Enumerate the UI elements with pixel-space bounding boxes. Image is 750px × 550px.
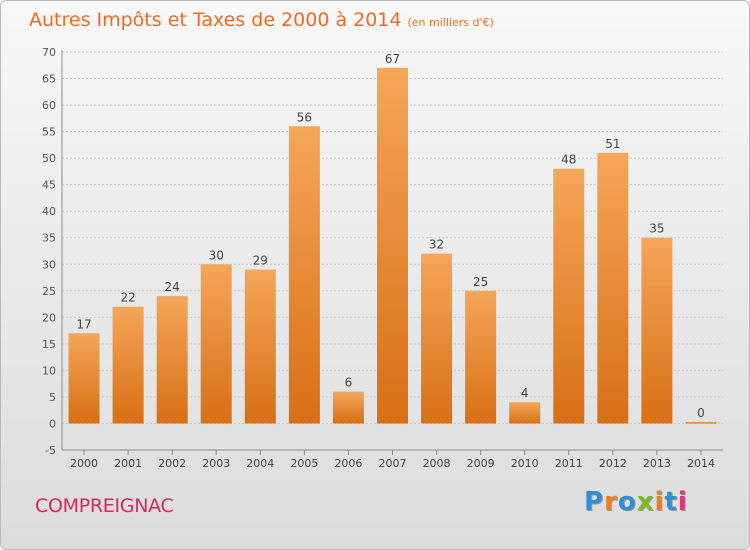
x-tick-label: 2003 [202, 457, 230, 470]
y-tick-label: 0 [49, 417, 56, 430]
bar-2000 [68, 333, 100, 424]
label-layer: 17 22 24 30 29 56 6 67 32 25 4 48 51 35 0 [76, 52, 704, 420]
value-label: 56 [297, 110, 312, 124]
chart-title: Autres Impôts et Taxes de 2000 à 2014 (en… [29, 9, 494, 31]
bar-2008 [421, 253, 453, 424]
y-tick-label: 35 [42, 232, 56, 245]
value-label: 6 [345, 376, 353, 390]
x-tick-label: 2005 [290, 457, 318, 470]
x-tick-label: 2002 [158, 457, 186, 470]
y-tick-label: 10 [42, 364, 56, 377]
x-tick-label: 2012 [599, 457, 627, 470]
y-tick-label: 55 [42, 126, 56, 139]
x-tick-label: 2007 [379, 457, 407, 470]
y-tick-label: 20 [42, 311, 56, 324]
y-tick-label: 60 [42, 99, 56, 112]
bar-layer [68, 67, 717, 424]
x-tick-label: 2011 [555, 457, 583, 470]
value-label: 22 [120, 291, 135, 305]
y-tick-label: 5 [49, 391, 56, 404]
bar-2011 [553, 168, 585, 424]
y-tick-label: 30 [42, 258, 56, 271]
unit-note: (en milliers d'€) [407, 16, 494, 29]
logo-letter: i [654, 487, 665, 517]
value-label: 4 [521, 386, 529, 400]
value-label: 24 [165, 280, 180, 294]
value-label: 32 [429, 238, 444, 252]
proxiti-logo[interactable]: Proxiti [584, 487, 688, 517]
logo-letter: P [584, 487, 605, 517]
y-tick-label: 40 [42, 205, 56, 218]
bar-2001 [112, 306, 144, 424]
x-tick-label: 2009 [467, 457, 495, 470]
bar-2005 [288, 126, 320, 424]
x-tick-label: 2006 [334, 457, 362, 470]
value-label: 0 [697, 406, 705, 420]
bar-2006 [332, 391, 364, 424]
x-tick-label: 2013 [643, 457, 671, 470]
bar-2004 [244, 269, 276, 424]
bar-2007 [377, 67, 408, 424]
logo-letter: t [664, 487, 678, 517]
y-tick-label: 65 [42, 73, 56, 86]
bar-2014 [685, 421, 717, 424]
logo-letter: x [636, 487, 655, 517]
value-label: 17 [76, 317, 91, 331]
value-label: 30 [209, 248, 224, 262]
y-tick-label: 25 [42, 285, 56, 298]
value-label: 25 [473, 275, 488, 289]
chart-title-text: Autres Impôts et Taxes de 2000 à 2014 [29, 9, 402, 31]
y-tick-label: 70 [42, 46, 56, 59]
bar-2013 [641, 237, 673, 424]
value-label: 51 [605, 137, 620, 151]
x-tick-label: 2010 [511, 457, 539, 470]
logo-letter: r [604, 487, 618, 517]
logo-letter: o [617, 487, 637, 517]
bar-2002 [156, 296, 188, 424]
y-tick-label: 50 [42, 152, 56, 165]
value-label: 48 [561, 153, 576, 167]
x-tick-label: 2004 [246, 457, 274, 470]
value-label: 35 [649, 222, 664, 236]
x-tick-label: 2008 [423, 457, 451, 470]
x-tick-label: 2014 [687, 457, 715, 470]
x-tick-label: 2001 [114, 457, 142, 470]
value-label: 67 [385, 52, 400, 66]
value-label: 29 [253, 254, 268, 268]
bar-2009 [465, 290, 497, 424]
bar-2010 [509, 402, 541, 424]
bar-2012 [597, 152, 629, 424]
y-tick-label: 45 [42, 179, 56, 192]
x-tick-label: 2000 [70, 457, 98, 470]
commune-name: COMPREIGNAC [35, 495, 174, 517]
y-tick-label: 15 [42, 338, 56, 351]
y-tick-label: -5 [45, 444, 56, 457]
bar-2003 [200, 264, 232, 424]
logo-letter: i [677, 487, 688, 517]
